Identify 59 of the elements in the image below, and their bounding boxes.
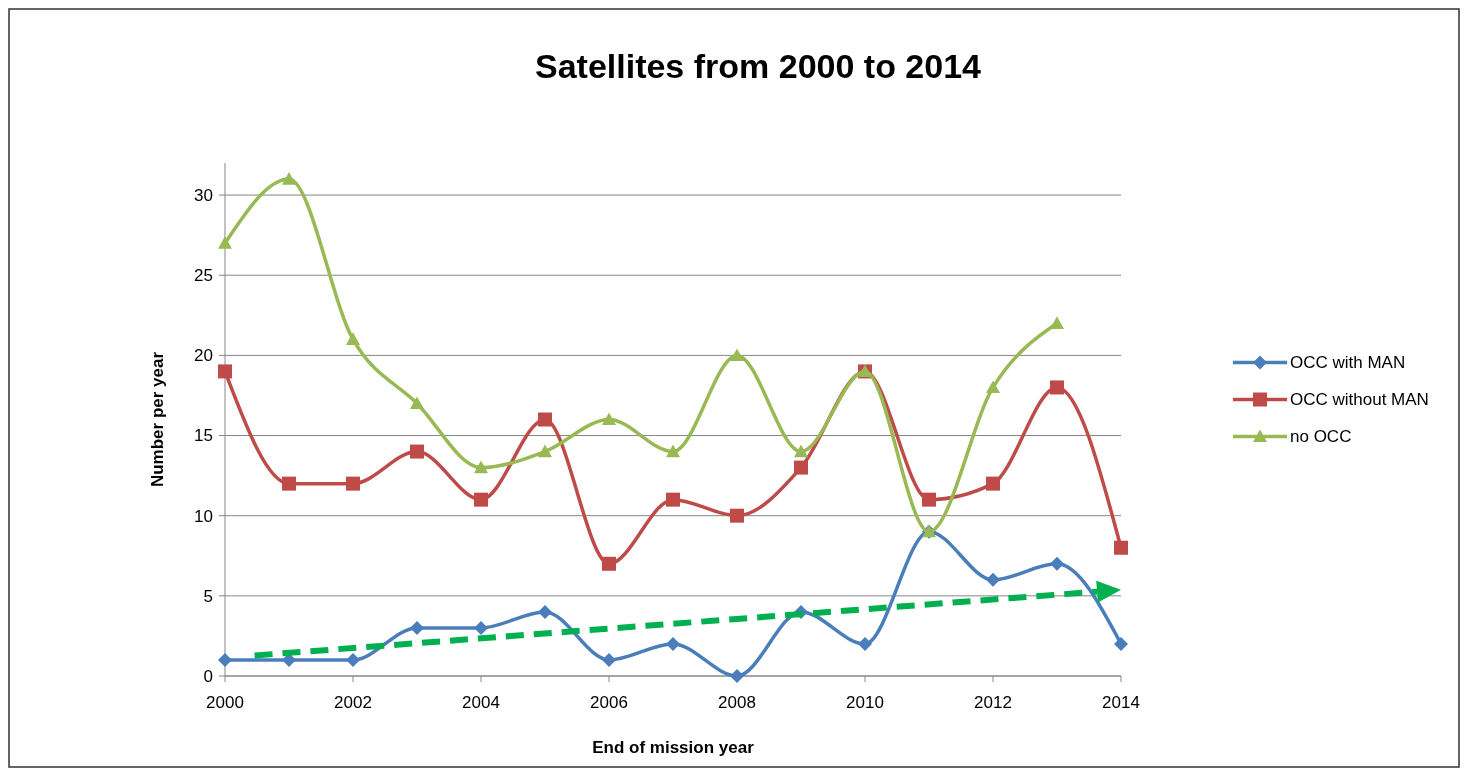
point xyxy=(346,652,360,667)
point xyxy=(282,172,296,185)
point xyxy=(538,444,552,458)
point xyxy=(218,236,232,249)
legend-label: OCC with MAN xyxy=(1290,353,1406,373)
point xyxy=(730,669,744,683)
point xyxy=(538,604,552,619)
point xyxy=(794,444,808,458)
y-tick-label: 10 xyxy=(194,506,213,526)
point xyxy=(1050,380,1064,395)
point xyxy=(538,412,552,427)
point xyxy=(1050,556,1064,571)
point xyxy=(730,508,744,523)
x-tick-label: 2010 xyxy=(846,693,884,712)
point xyxy=(666,492,680,507)
point xyxy=(410,444,424,459)
point xyxy=(602,556,616,571)
y-tick-label: 5 xyxy=(203,586,213,606)
point xyxy=(346,476,360,491)
point xyxy=(410,396,424,410)
y-tick-label: 25 xyxy=(194,266,213,286)
point xyxy=(794,460,808,475)
x-tick-label: 2004 xyxy=(462,693,500,712)
point xyxy=(1114,636,1128,651)
point xyxy=(410,620,424,635)
chart-title: Satellites from 2000 to 2014 xyxy=(534,47,982,85)
point xyxy=(1114,540,1128,555)
point xyxy=(474,460,488,474)
x-tick-label: 2014 xyxy=(1102,693,1140,712)
y-tick-label: 0 xyxy=(203,666,213,686)
point xyxy=(602,652,616,667)
point xyxy=(666,636,680,651)
x-tick-label: 2006 xyxy=(590,693,628,712)
x-tick-label: 2012 xyxy=(974,693,1012,712)
x-axis-title: End of mission year xyxy=(592,738,755,757)
point xyxy=(666,444,680,458)
point xyxy=(986,572,1000,587)
point xyxy=(986,380,1000,394)
point xyxy=(602,412,616,426)
point xyxy=(858,636,872,651)
y-tick-label: 15 xyxy=(194,426,213,446)
point xyxy=(346,332,360,345)
point xyxy=(474,492,488,507)
point xyxy=(1050,316,1064,329)
legend-label: no OCC xyxy=(1290,427,1352,447)
legend-label: OCC without MAN xyxy=(1290,390,1429,410)
y-tick-label: 20 xyxy=(194,346,213,366)
point xyxy=(218,364,232,379)
point xyxy=(282,476,296,491)
x-tick-label: 2002 xyxy=(334,693,372,712)
point xyxy=(474,620,488,635)
x-tick-label: 2008 xyxy=(718,693,756,712)
y-axis-title: Number per year xyxy=(148,351,167,488)
y-tick-label: 30 xyxy=(194,186,213,206)
point xyxy=(218,652,232,667)
point xyxy=(730,348,744,361)
point xyxy=(986,476,1000,491)
point xyxy=(922,492,936,507)
x-tick-label: 2000 xyxy=(206,693,244,712)
